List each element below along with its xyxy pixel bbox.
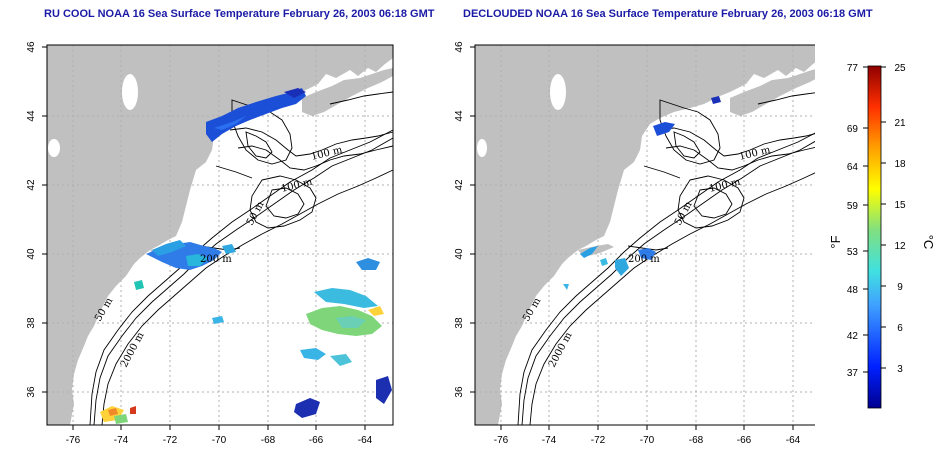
- sst-data: [100, 88, 392, 424]
- fahrenheit-tick-label: 59: [847, 201, 859, 212]
- x-tick-label: -68: [689, 435, 704, 446]
- y-tick-label: 38: [26, 317, 37, 329]
- y-tick-label: 38: [454, 317, 465, 329]
- y-tick-label: 44: [454, 110, 465, 122]
- x-tick-label: -70: [640, 435, 655, 446]
- celsius-tick-label: 15: [894, 200, 906, 211]
- y-tick-label: 42: [26, 179, 37, 191]
- x-tick-labels: -76 -74 -72 -70 -68 -66 -64: [494, 435, 801, 446]
- land-mass: [47, 45, 393, 425]
- lake: [122, 74, 138, 110]
- map-frame: [474, 44, 815, 426]
- colorbar-gradient: [867, 65, 882, 409]
- x-tick-label: -64: [358, 435, 373, 446]
- celsius-tick-label: 12: [894, 241, 906, 252]
- nova-scotia-land: [302, 68, 393, 116]
- map-frame: [46, 44, 394, 426]
- celsius-tick-label: 3: [897, 364, 903, 375]
- map-grid: [47, 45, 393, 425]
- x-tick-label: -72: [163, 435, 178, 446]
- fahrenheit-tick-labels: 77 69 64 59 53 48 42 37: [847, 63, 859, 379]
- right-map-plot: 100 m 100 m 50 m 200 m 50 m 2000 m -76 -…: [454, 41, 815, 446]
- y-tick-label: 40: [454, 248, 465, 260]
- y-tick-label: 40: [26, 248, 37, 260]
- x-tick-label: -70: [212, 435, 227, 446]
- map-grid: [475, 45, 815, 425]
- right-map-panel: 100 m 100 m 50 m 200 m 50 m 2000 m -76 -…: [454, 41, 815, 446]
- nova-scotia-land: [730, 69, 815, 116]
- fahrenheit-tick-label: 48: [847, 285, 859, 296]
- y-tick-label: 36: [26, 386, 37, 398]
- bathymetry-contours: [517, 92, 815, 426]
- x-tick-label: -76: [494, 435, 509, 446]
- celsius-tick-label: 6: [897, 323, 903, 334]
- y-tick-label: 46: [454, 41, 465, 53]
- lake: [550, 74, 566, 110]
- x-tick-label: -66: [737, 435, 752, 446]
- fahrenheit-unit-label: °F: [828, 235, 843, 248]
- contour-label: 200 m: [200, 254, 232, 265]
- celsius-tick-label: 21: [894, 118, 906, 129]
- contour-label: 200 m: [628, 254, 660, 265]
- fahrenheit-tick-label: 64: [847, 162, 859, 173]
- left-map-plot: 100 m 100 m 50 m 200 m 50 m 2000 m -76 -…: [26, 41, 394, 446]
- sst-data: [563, 96, 721, 290]
- colorbar-panel: 77 69 64 59 53 48 42 37 25 21 18 15 12 9…: [828, 63, 936, 409]
- x-tick-label: -66: [309, 435, 324, 446]
- y-tick-label: 36: [454, 386, 465, 398]
- x-tick-label: -74: [542, 435, 557, 446]
- x-tick-label: -72: [591, 435, 606, 446]
- left-map-panel: 100 m 100 m 50 m 200 m 50 m 2000 m -76 -…: [26, 41, 394, 446]
- celsius-tick-label: 9: [897, 282, 903, 293]
- lake: [48, 139, 60, 157]
- x-tick-labels: -76 -74 -72 -70 -68 -66 -64: [66, 435, 373, 446]
- fahrenheit-tick-label: 53: [847, 247, 859, 258]
- celsius-tick-label: 25: [894, 63, 906, 74]
- celsius-unit-label: °C: [921, 235, 936, 250]
- fahrenheit-tick-label: 42: [847, 331, 859, 342]
- celsius-tick-labels: 25 21 18 15 12 9 6 3: [894, 63, 906, 375]
- lake: [477, 139, 487, 157]
- fahrenheit-tick-label: 77: [847, 63, 859, 74]
- y-tick-label: 42: [454, 179, 465, 191]
- y-tick-labels: 36 38 40 42 44 46: [454, 41, 465, 398]
- y-tick-label: 44: [26, 110, 37, 122]
- y-tick-labels: 36 38 40 42 44 46: [26, 41, 37, 398]
- fahrenheit-tick-label: 37: [847, 368, 859, 379]
- celsius-tick-label: 18: [894, 159, 906, 170]
- land-mass: [475, 45, 815, 425]
- x-tick-label: -68: [261, 435, 276, 446]
- right-map-title: DECLOUDED NOAA 16 Sea Surface Temperatur…: [463, 8, 873, 20]
- fahrenheit-tick-label: 69: [847, 124, 859, 135]
- x-tick-label: -76: [66, 435, 81, 446]
- left-map-title: RU COOL NOAA 16 Sea Surface Temperature …: [44, 8, 435, 20]
- y-tick-label: 46: [26, 41, 37, 53]
- x-tick-label: -64: [786, 435, 801, 446]
- x-tick-label: -74: [114, 435, 129, 446]
